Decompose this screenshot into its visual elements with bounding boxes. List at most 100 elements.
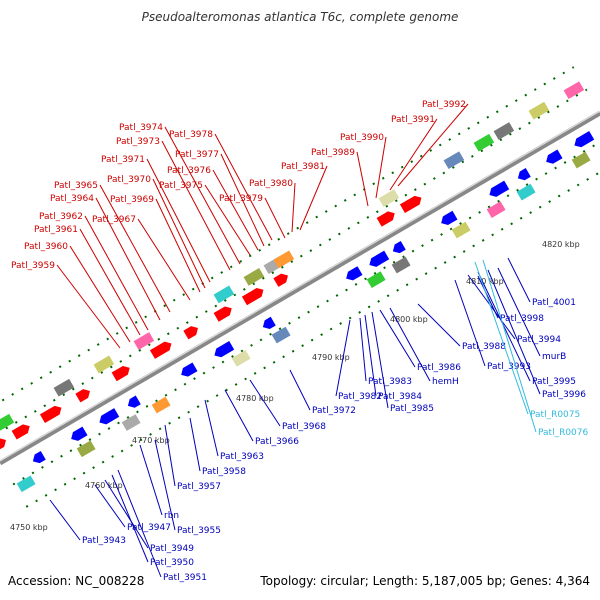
- reverse-gene-label: Patl_3966: [255, 437, 299, 447]
- cog-feature-box-shape: [486, 201, 506, 218]
- cog-feature-box-shape: [76, 440, 96, 458]
- forward-gene-label-leader: [69, 245, 131, 343]
- reverse-gene-arrow: [71, 426, 88, 441]
- reverse-gene-label: Patl_3982: [338, 392, 382, 402]
- forward-gene-label-leader: [84, 215, 149, 331]
- reverse-gene-label: Patl_3947: [127, 523, 171, 533]
- reverse-gene-label-leader: [154, 439, 176, 531]
- reverse-gene-label: murB: [542, 352, 566, 362]
- reverse-gene-arrow-shape: [71, 426, 88, 441]
- cog-feature-box: [133, 332, 155, 350]
- reverse-gene-arrow: [346, 266, 363, 281]
- backbone-highlight: [0, 110, 600, 462]
- cog-feature-box: [271, 326, 291, 344]
- forward-gene-label-leader: [95, 197, 161, 321]
- cog-feature-box: [366, 271, 386, 288]
- reverse-gene-arrow-shape: [262, 316, 276, 329]
- reverse-gene-label: Patl_3963: [220, 452, 264, 462]
- reverse-gene-label: Patl_3983: [368, 377, 412, 387]
- cog-feature-box-shape: [493, 122, 515, 140]
- reverse-gene-label-leader: [417, 303, 461, 347]
- forward-gene-arrow: [39, 405, 62, 424]
- reverse-gene-label: Patl_3943: [82, 536, 126, 546]
- kbp-tick-label: 4770 kbp: [132, 436, 170, 445]
- reverse-gene-label-leader: [467, 274, 516, 340]
- forward-gene-label: Patl_3992: [422, 100, 466, 110]
- forward-gene-label-leader: [375, 136, 387, 199]
- forward-gene-label-leader: [214, 133, 273, 241]
- reverse-gene-label-leader: [111, 474, 149, 563]
- reverse-gene-label: Patl_3957: [177, 482, 221, 492]
- cog-feature-box-shape: [391, 256, 411, 274]
- reverse-gene-label-leader: [364, 314, 377, 397]
- forward-gene-arrow-shape: [183, 326, 198, 340]
- forward-gene-label-leader: [204, 184, 251, 256]
- reverse-gene-label-leader: [507, 257, 531, 303]
- forward-gene-label: Patl_3962: [39, 212, 83, 222]
- reverse-gene-label-leader: [204, 399, 219, 457]
- cog-feature-box-shape: [378, 189, 400, 207]
- reverse-gene-arrow-shape: [346, 266, 363, 281]
- kbp-tick-label: 4800 kbp: [390, 315, 428, 324]
- cog-feature-box: [93, 355, 115, 374]
- reverse-gene-arrow: [262, 316, 276, 329]
- reverse-gene-label: Patl_3950: [150, 558, 194, 568]
- kbp-tick-label: 4810 kbp: [466, 277, 504, 286]
- genome-stats-text: Topology: circular; Length: 5,187,005 bp…: [260, 574, 590, 588]
- reverse-gene-label-leader: [249, 379, 281, 427]
- reverse-gene-label: Patl_3968: [282, 422, 326, 432]
- forward-gene-label: Patl_3969: [110, 195, 154, 205]
- forward-gene-arrow: [111, 366, 130, 382]
- forward-gene-label-leader: [155, 198, 201, 293]
- reverse-gene-label-leader: [189, 417, 201, 472]
- forward-gene-arrow-shape: [213, 306, 232, 322]
- forward-gene-label: Patl_3978: [169, 130, 213, 140]
- forward-gene-label-leader: [56, 264, 121, 349]
- reverse-gene-label: Patl_3985: [390, 404, 434, 414]
- forward-gene-label: Patl_3967: [92, 215, 136, 225]
- forward-gene-label-leader: [161, 140, 231, 271]
- cog-feature-box: [243, 268, 265, 286]
- forward-gene-label-leader: [137, 218, 191, 301]
- forward-gene-label: Patl_3977: [175, 150, 219, 160]
- reverse-gene-label-leader: [224, 389, 254, 442]
- reverse-gene-label-leader: [454, 279, 486, 367]
- kbp-tick-label: 4790 kbp: [312, 353, 350, 362]
- reverse-gene-label-leader: [49, 499, 81, 541]
- reverse-gene-label-leader: [497, 267, 541, 357]
- forward-gene-label: Patl_3980: [249, 179, 293, 189]
- forward-gene-arrow-shape: [39, 405, 62, 424]
- forward-gene-label: Patl_3991: [391, 115, 435, 125]
- reverse-gene-arrow-shape: [517, 168, 531, 181]
- rna-gene-label: Patl_R0076: [538, 428, 588, 438]
- forward-gene-label-leader: [389, 118, 438, 191]
- forward-gene-label: Patl_3974: [119, 123, 163, 133]
- forward-gene-label: Patl_3976: [167, 166, 211, 176]
- cog-feature-box-shape: [443, 151, 465, 170]
- rna-gene-label-leader: [474, 261, 529, 415]
- reverse-gene-label: Patl_4001: [532, 298, 576, 308]
- forward-gene-label-leader: [146, 158, 211, 283]
- forward-gene-arrow-shape: [273, 273, 288, 287]
- cog-feature-box: [273, 250, 295, 269]
- reverse-gene-arrow: [574, 131, 595, 148]
- reverse-gene-arrow: [392, 240, 406, 254]
- forward-gene-label: Patl_3964: [50, 194, 94, 204]
- reverse-gene-arrow-shape: [392, 240, 406, 254]
- forward-gene-label-leader: [220, 153, 265, 247]
- cog-feature-box-shape: [243, 268, 265, 286]
- reverse-gene-label-leader: [487, 269, 541, 395]
- reverse-gene-label-leader: [164, 424, 176, 487]
- reverse-gene-label-leader: [104, 479, 149, 549]
- forward-gene-label: Patl_3960: [24, 242, 68, 252]
- forward-gene-label-leader: [264, 197, 286, 239]
- cog-feature-box-shape: [121, 414, 141, 431]
- reverse-gene-arrow: [181, 362, 198, 377]
- reverse-gene-arrow: [99, 408, 120, 425]
- forward-gene-arrow-shape: [11, 424, 30, 440]
- cog-feature-box-shape: [366, 271, 386, 288]
- reverse-gene-label: Patl_3986: [417, 363, 461, 373]
- forward-gene-arrow: [149, 341, 172, 359]
- forward-gene-label-leader: [164, 126, 241, 265]
